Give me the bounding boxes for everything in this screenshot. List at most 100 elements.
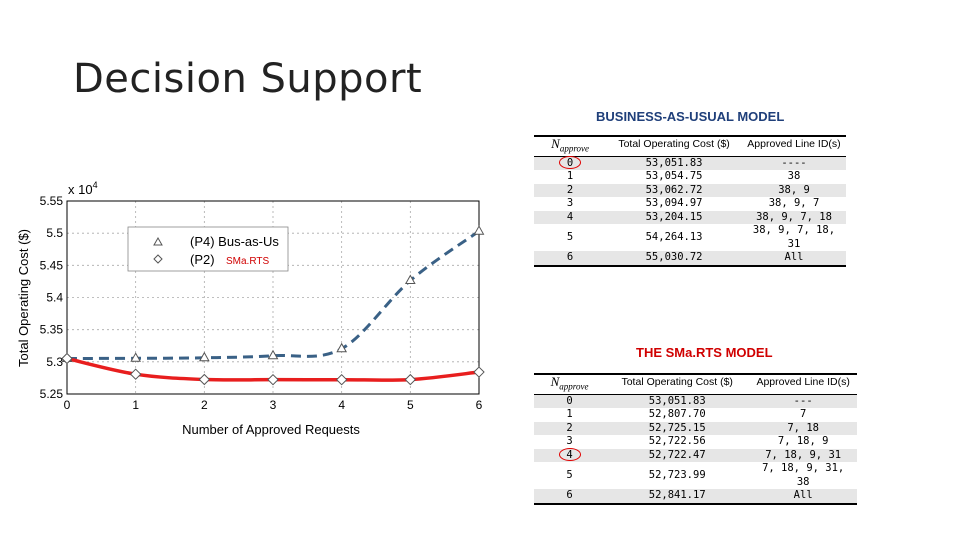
- bau-row: 5 54,264.13 38, 9, 7, 18, 31: [534, 224, 846, 251]
- point-marker: [61, 352, 73, 365]
- bau-cell-n: 2: [534, 183, 607, 198]
- bau-cell-cost: 55,030.72: [606, 251, 742, 267]
- bau-row: 0 53,051.83 ----: [534, 156, 846, 171]
- bau-cell-lines: 38, 9, 7, 18: [741, 210, 846, 225]
- y-multiplier: x 104: [68, 180, 98, 197]
- bau-cell-cost: 53,094.97: [645, 197, 703, 210]
- plot-area: [66, 200, 480, 395]
- point-marker: [335, 373, 348, 386]
- y-tick-label: 5.5: [46, 226, 63, 240]
- smarts-cell-cost: 52,722.47: [605, 448, 750, 463]
- y-axis-label: Total Operating Cost ($): [16, 229, 31, 367]
- bau-cell-cost: 53,051.83: [606, 156, 742, 171]
- chart-markers: [61, 225, 485, 386]
- bau-row: 3 53,094.97 38, 9, 7: [534, 197, 846, 211]
- smarts-row: 0 53,051.83 ---: [534, 394, 857, 409]
- smarts-header-lines: Approved Line ID(s): [749, 372, 857, 395]
- bau-header-cost: Total Operating Cost ($): [606, 134, 742, 157]
- y-tick-label: 5.55: [40, 194, 64, 208]
- x-axis-ticks: 0 1 2 3 4 5 6: [64, 398, 483, 412]
- y-tick-label: 5.3: [46, 355, 63, 369]
- legend-diamond-icon: [153, 254, 163, 264]
- smarts-row: 5 52,723.99 7, 18, 9, 31, 38: [534, 462, 857, 489]
- point-marker: [198, 373, 211, 386]
- legend-series-1: (P2): [190, 252, 215, 267]
- point-marker: [404, 274, 416, 285]
- smarts-cell-n: 2: [534, 421, 606, 436]
- x-tick-label: 3: [270, 398, 277, 412]
- bau-table: Napprove Total Operating Cost ($) Approv…: [534, 134, 846, 267]
- smarts-cell-lines: 7, 18: [749, 421, 857, 436]
- smarts-cell-n: 1: [566, 408, 573, 421]
- bau-cell-n: 6: [534, 251, 607, 267]
- bau-cell-lines: ----: [741, 156, 846, 171]
- legend-triangle-icon: [153, 236, 163, 246]
- smarts-cell-cost: 52,841.17: [605, 489, 750, 505]
- bau-cell-n: 0: [534, 156, 607, 171]
- highlight-circle: [559, 156, 582, 170]
- x-tick-label: 1: [132, 398, 139, 412]
- x-tick-label: 6: [476, 398, 483, 412]
- smarts-table-title: THE SMa.RTS MODEL: [636, 345, 773, 360]
- point-marker: [336, 342, 348, 353]
- bau-table-title: BUSINESS-AS-USUAL MODEL: [596, 109, 785, 124]
- point-marker: [198, 351, 210, 362]
- highlight-circle: [558, 448, 581, 462]
- x-tick-label: 4: [338, 398, 345, 412]
- bau-cell-cost: 53,054.75: [645, 170, 703, 183]
- smarts-header-n: Napprove: [534, 372, 606, 395]
- bau-row: 2 53,062.72 38, 9: [534, 183, 846, 198]
- smarts-cell-n: 4: [534, 448, 606, 463]
- smarts-header-cost: Total Operating Cost ($): [605, 372, 750, 395]
- smarts-cell-cost: 52,807.70: [648, 408, 706, 421]
- smarts-row: 2 52,725.15 7, 18: [534, 421, 857, 436]
- smarts-cell-n: 5: [566, 468, 573, 481]
- smarts-cell-lines: ---: [749, 394, 857, 409]
- bau-row: 6 55,030.72 All: [534, 251, 846, 267]
- smarts-cell-cost: 52,722.56: [648, 435, 706, 448]
- y-tick-label: 5.25: [40, 387, 64, 401]
- chart-legend: (P4) Bus-as-Us (P2) SMa.RTS: [127, 226, 289, 272]
- bau-cell-n: 3: [566, 197, 574, 210]
- x-tick-label: 5: [407, 398, 414, 412]
- point-marker: [267, 349, 279, 360]
- y-tick-label: 5.45: [40, 258, 64, 272]
- smarts-table: Napprove Total Operating Cost ($) Approv…: [534, 372, 857, 505]
- x-tick-label: 2: [201, 398, 208, 412]
- point-marker: [473, 366, 485, 378]
- slide-title: Decision Support: [73, 56, 423, 102]
- smarts-cell-lines: 7, 18, 9, 31, 38: [762, 462, 845, 488]
- bau-header-lines: Approved Line ID(s): [741, 134, 846, 157]
- bau-cell-cost: 53,062.72: [606, 183, 742, 198]
- smarts-cell-cost: 53,051.83: [605, 394, 750, 409]
- smarts-row: 1 52,807.70 7: [534, 408, 857, 422]
- bau-row: 1 53,054.75 38: [534, 170, 846, 184]
- bau-header-n: Napprove: [534, 134, 607, 157]
- bau-cell-cost: 54,264.13: [645, 230, 703, 243]
- point-marker: [130, 352, 142, 362]
- bau-cell-cost: 53,204.15: [606, 210, 742, 225]
- smarts-cell-n: 0: [534, 394, 606, 409]
- smarts-cell-lines: 7, 18, 9: [777, 435, 829, 448]
- bau-cell-lines: 38, 9, 7: [768, 197, 820, 210]
- smarts-cell-n: 3: [566, 435, 573, 448]
- y-tick-label: 5.35: [40, 323, 64, 337]
- smarts-row: 6 52,841.17 All: [534, 489, 857, 505]
- legend-series-0: (P4) Bus-as-Us: [190, 234, 279, 249]
- smarts-cell-cost: 52,723.99: [648, 468, 706, 481]
- x-axis-label: Number of Approved Requests: [182, 422, 360, 437]
- point-marker: [129, 368, 142, 380]
- y-tick-label: 5.4: [46, 291, 63, 305]
- point-marker: [473, 225, 485, 235]
- smarts-cell-cost: 52,725.15: [605, 421, 750, 436]
- point-marker: [404, 373, 417, 386]
- smarts-row: 3 52,722.56 7, 18, 9: [534, 435, 857, 449]
- x-tick-label: 0: [64, 398, 71, 412]
- bau-cell-n: 5: [566, 230, 574, 243]
- smarts-cell-lines: 7, 18, 9, 31: [749, 448, 857, 463]
- bau-cell-n: 1: [566, 170, 574, 183]
- smarts-cell-n: 6: [534, 489, 606, 505]
- bau-cell-lines: 38, 9, 7, 18, 31: [752, 224, 836, 250]
- bau-cell-lines: 38: [787, 170, 801, 183]
